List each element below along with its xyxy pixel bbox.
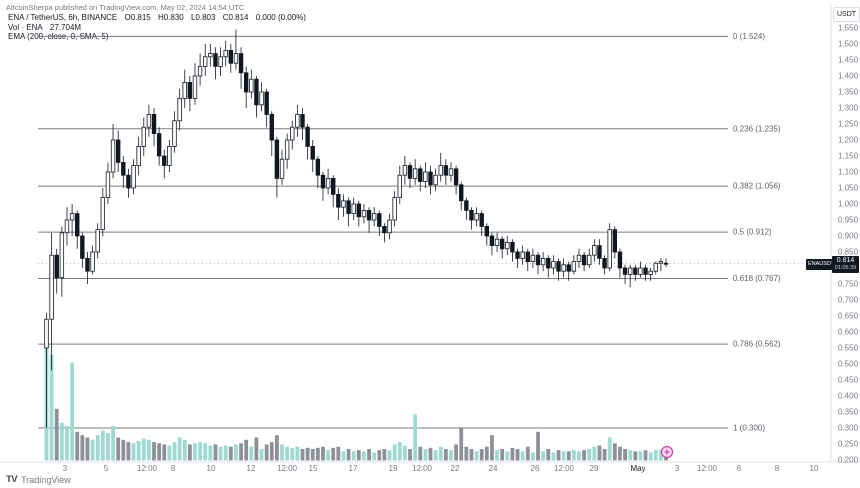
svg-text:12:00: 12:00 [412,464,433,473]
fib-level-label: 0.382 (1.056) [733,182,781,191]
svg-text:22: 22 [451,464,460,473]
legend-volume-row: Vol · ENA 27.704M [8,23,311,33]
svg-text:12:00: 12:00 [554,464,575,473]
svg-text:19: 19 [389,464,398,473]
svg-text:17: 17 [349,464,358,473]
svg-text:5: 5 [104,464,109,473]
fib-level-label: 0 (1.524) [733,32,765,41]
candlestick-series [44,29,669,428]
svg-text:0.600: 0.600 [838,328,859,337]
fib-level-label: 1 (0.300) [733,424,765,433]
svg-text:29: 29 [590,464,599,473]
svg-text:1.550: 1.550 [838,24,859,33]
svg-text:12:00: 12:00 [277,464,298,473]
svg-text:1.450: 1.450 [838,56,859,65]
svg-text:6: 6 [737,464,742,473]
svg-text:0.200: 0.200 [838,456,859,465]
ohlc-open: O0.815 [124,13,151,22]
bar-countdown: 01:05:39 [834,265,857,271]
svg-text:1.000: 1.000 [838,200,859,209]
svg-text:8: 8 [171,464,176,473]
svg-text:May: May [630,464,645,473]
svg-text:0.750: 0.750 [838,280,859,289]
last-price-tag: 0.814 01:05:39 [832,256,859,273]
svg-text:0.650: 0.650 [838,312,859,321]
svg-text:15: 15 [309,464,318,473]
svg-text:1.250: 1.250 [838,120,859,129]
symbol-description[interactable]: ENA / TetherUS, 6h, BINANCE [8,13,118,22]
tradingview-logo-icon[interactable]: TV [6,474,18,485]
svg-text:0.400: 0.400 [838,392,859,401]
svg-text:0.450: 0.450 [838,376,859,385]
svg-text:0.950: 0.950 [838,216,859,225]
svg-text:10: 10 [207,464,216,473]
svg-text:1.400: 1.400 [838,72,859,81]
svg-text:1.500: 1.500 [838,40,859,49]
svg-text:0.700: 0.700 [838,296,859,305]
svg-text:0.300: 0.300 [838,424,859,433]
ohlc-high: H0.830 [157,13,184,22]
last-price-symbol-tag: ENAUSDT [806,259,837,270]
svg-text:8: 8 [775,464,780,473]
svg-text:0.500: 0.500 [838,360,859,369]
fib-level-label: 0.618 (0.767) [733,274,781,283]
svg-text:0.900: 0.900 [838,232,859,241]
svg-text:0.850: 0.850 [838,248,859,257]
svg-text:0.550: 0.550 [838,344,859,353]
tradingview-footer: TV TradingView [6,474,71,485]
svg-text:26: 26 [531,464,540,473]
ohlc-change: 0.000 (0.00%) [255,13,306,22]
svg-text:0.250: 0.250 [838,440,859,449]
svg-text:3: 3 [63,464,68,473]
svg-text:0.350: 0.350 [838,408,859,417]
attribution-text: AltcoinSherpa published on TradingView.c… [6,3,245,12]
svg-text:12:00: 12:00 [697,464,718,473]
svg-text:3: 3 [675,464,680,473]
svg-text:10: 10 [810,464,819,473]
svg-text:12: 12 [247,464,256,473]
volume-study-label[interactable]: Vol · ENA [8,22,43,32]
svg-text:1.200: 1.200 [838,136,859,145]
volume-series [44,345,668,461]
last-price-value: 0.814 [836,257,855,264]
ohlc-close: C0.814 [222,13,249,22]
time-axis-labels[interactable]: 3 5 12:00 8 10 12 12:00 15 17 19 12:00 22 24 26 12:00 2… [63,464,819,473]
price-axis-labels[interactable]: 1.550 1.500 1.450 1.400 1.350 1.300 1.250 1.200… [838,24,859,465]
fib-level-label: 0.786 (0.562) [733,340,781,349]
tradingview-logo-text[interactable]: TradingView [21,474,71,485]
svg-text:1.350: 1.350 [838,88,859,97]
legend-symbol-row: ENA / TetherUS, 6h, BINANCE O0.815 H0.83… [8,13,311,23]
chart-marker-icon[interactable] [660,445,674,459]
svg-text:1.050: 1.050 [838,184,859,193]
fib-retracement-lines[interactable]: 0 (1.524) 0.236 (1.235) 0.382 (1.056) 0.5 (… [38,32,781,433]
fib-level-label: 0.5 (0.912) [733,228,772,237]
price-axis-currency-label: USDT [833,7,860,22]
svg-text:12:00: 12:00 [137,464,158,473]
svg-text:24: 24 [489,464,498,473]
volume-value: 27.704M [49,22,82,32]
fib-level-label: 0.236 (1.235) [733,124,781,133]
svg-text:1.100: 1.100 [838,168,859,177]
svg-text:1.150: 1.150 [838,152,859,161]
ohlc-low: L0.803 [190,13,216,22]
svg-text:1.300: 1.300 [838,104,859,113]
